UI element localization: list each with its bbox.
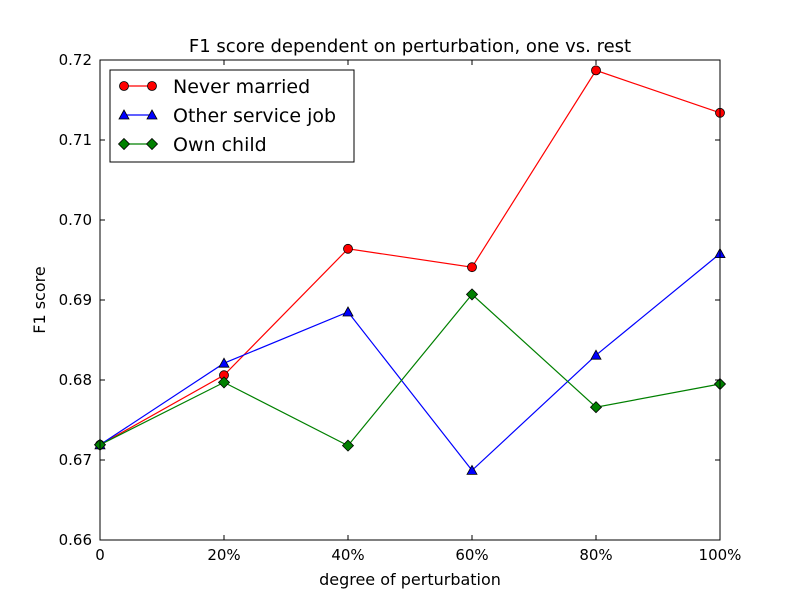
y-tick-label: 0.72 [59,51,92,69]
data-point-never-married [591,65,601,76]
y-tick-label: 0.69 [59,291,92,309]
data-point-own-child [465,288,479,301]
y-axis: 0.66 0.67 0.68 0.69 0.70 0.71 0.72 [59,51,720,549]
legend-item-never-married: Never married [119,76,310,98]
x-tick-label: 100% [699,546,742,564]
x-axis: 0 20% 40% 60% 80% 100% [95,60,741,564]
legend-item-other-service-job: Other service job [118,105,336,127]
series-never-married [95,65,725,450]
y-tick-label: 0.68 [59,371,92,389]
data-point-own-child [589,401,603,414]
series-other-service-job [94,247,726,475]
legend-marker [146,109,158,120]
chart-title: F1 score dependent on perturbation, one … [189,36,631,57]
data-point-own-child [341,439,355,452]
data-point-other-service-job [218,357,230,368]
legend-label: Other service job [173,105,336,127]
series-own-child [93,288,727,452]
x-tick-label: 40% [331,546,364,564]
y-tick-label: 0.67 [59,451,92,469]
series-layer [93,65,727,475]
data-point-other-service-job [590,349,602,360]
legend-item-own-child: Own child [117,134,267,156]
legend: Never married Other service job Own child [109,69,355,163]
legend-marker [118,109,130,120]
x-tick-label: 60% [455,546,488,564]
legend-marker [117,137,131,151]
x-tick-label: 0 [95,546,105,564]
y-tick-label: 0.70 [59,211,92,229]
y-tick-label: 0.71 [59,131,92,149]
data-point-never-married [343,243,353,254]
data-point-never-married [467,262,477,273]
legend-label: Never married [173,76,310,98]
data-point-other-service-job [342,306,354,317]
y-tick-label: 0.66 [59,531,92,549]
x-tick-label: 20% [207,546,240,564]
legend-marker [147,81,157,91]
legend-label: Own child [173,134,267,156]
series-line-never-married [99,69,721,446]
data-point-own-child [217,376,231,389]
x-axis-label: degree of perturbation [319,570,501,589]
legend-marker [145,137,159,151]
x-tick-label: 80% [579,546,612,564]
y-axis-label: F1 score [30,266,49,333]
data-point-other-service-job [466,464,478,475]
legend-marker [119,81,129,91]
series-line-other-service-job [99,253,721,472]
series-line-own-child [99,293,721,447]
